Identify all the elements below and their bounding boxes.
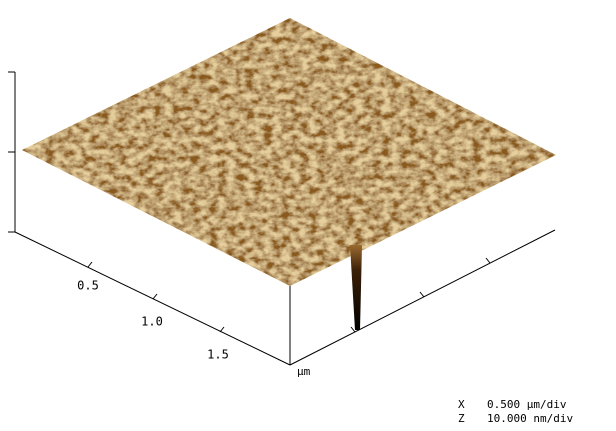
scale-value: 10.000 nm/div [487, 412, 573, 425]
scale-value: 0.500 µm/div [487, 398, 567, 411]
scale-axis: X [458, 398, 465, 411]
axis-unit: µm [297, 365, 311, 378]
x-tick [87, 261, 93, 268]
y-tick [350, 326, 356, 333]
x-tick-label: 1.0 [141, 315, 163, 329]
x-tick-label: 0.5 [77, 279, 99, 293]
y-axis [289, 229, 556, 366]
x-tick-label: 1.5 [207, 348, 229, 362]
y-tick [419, 291, 425, 298]
scale-axis: Z [458, 412, 465, 425]
surface [22, 18, 556, 286]
x-axis [14, 231, 291, 366]
x-tick [219, 326, 225, 333]
x-tick [152, 293, 158, 300]
y-tick [485, 257, 491, 264]
pit [350, 245, 362, 330]
